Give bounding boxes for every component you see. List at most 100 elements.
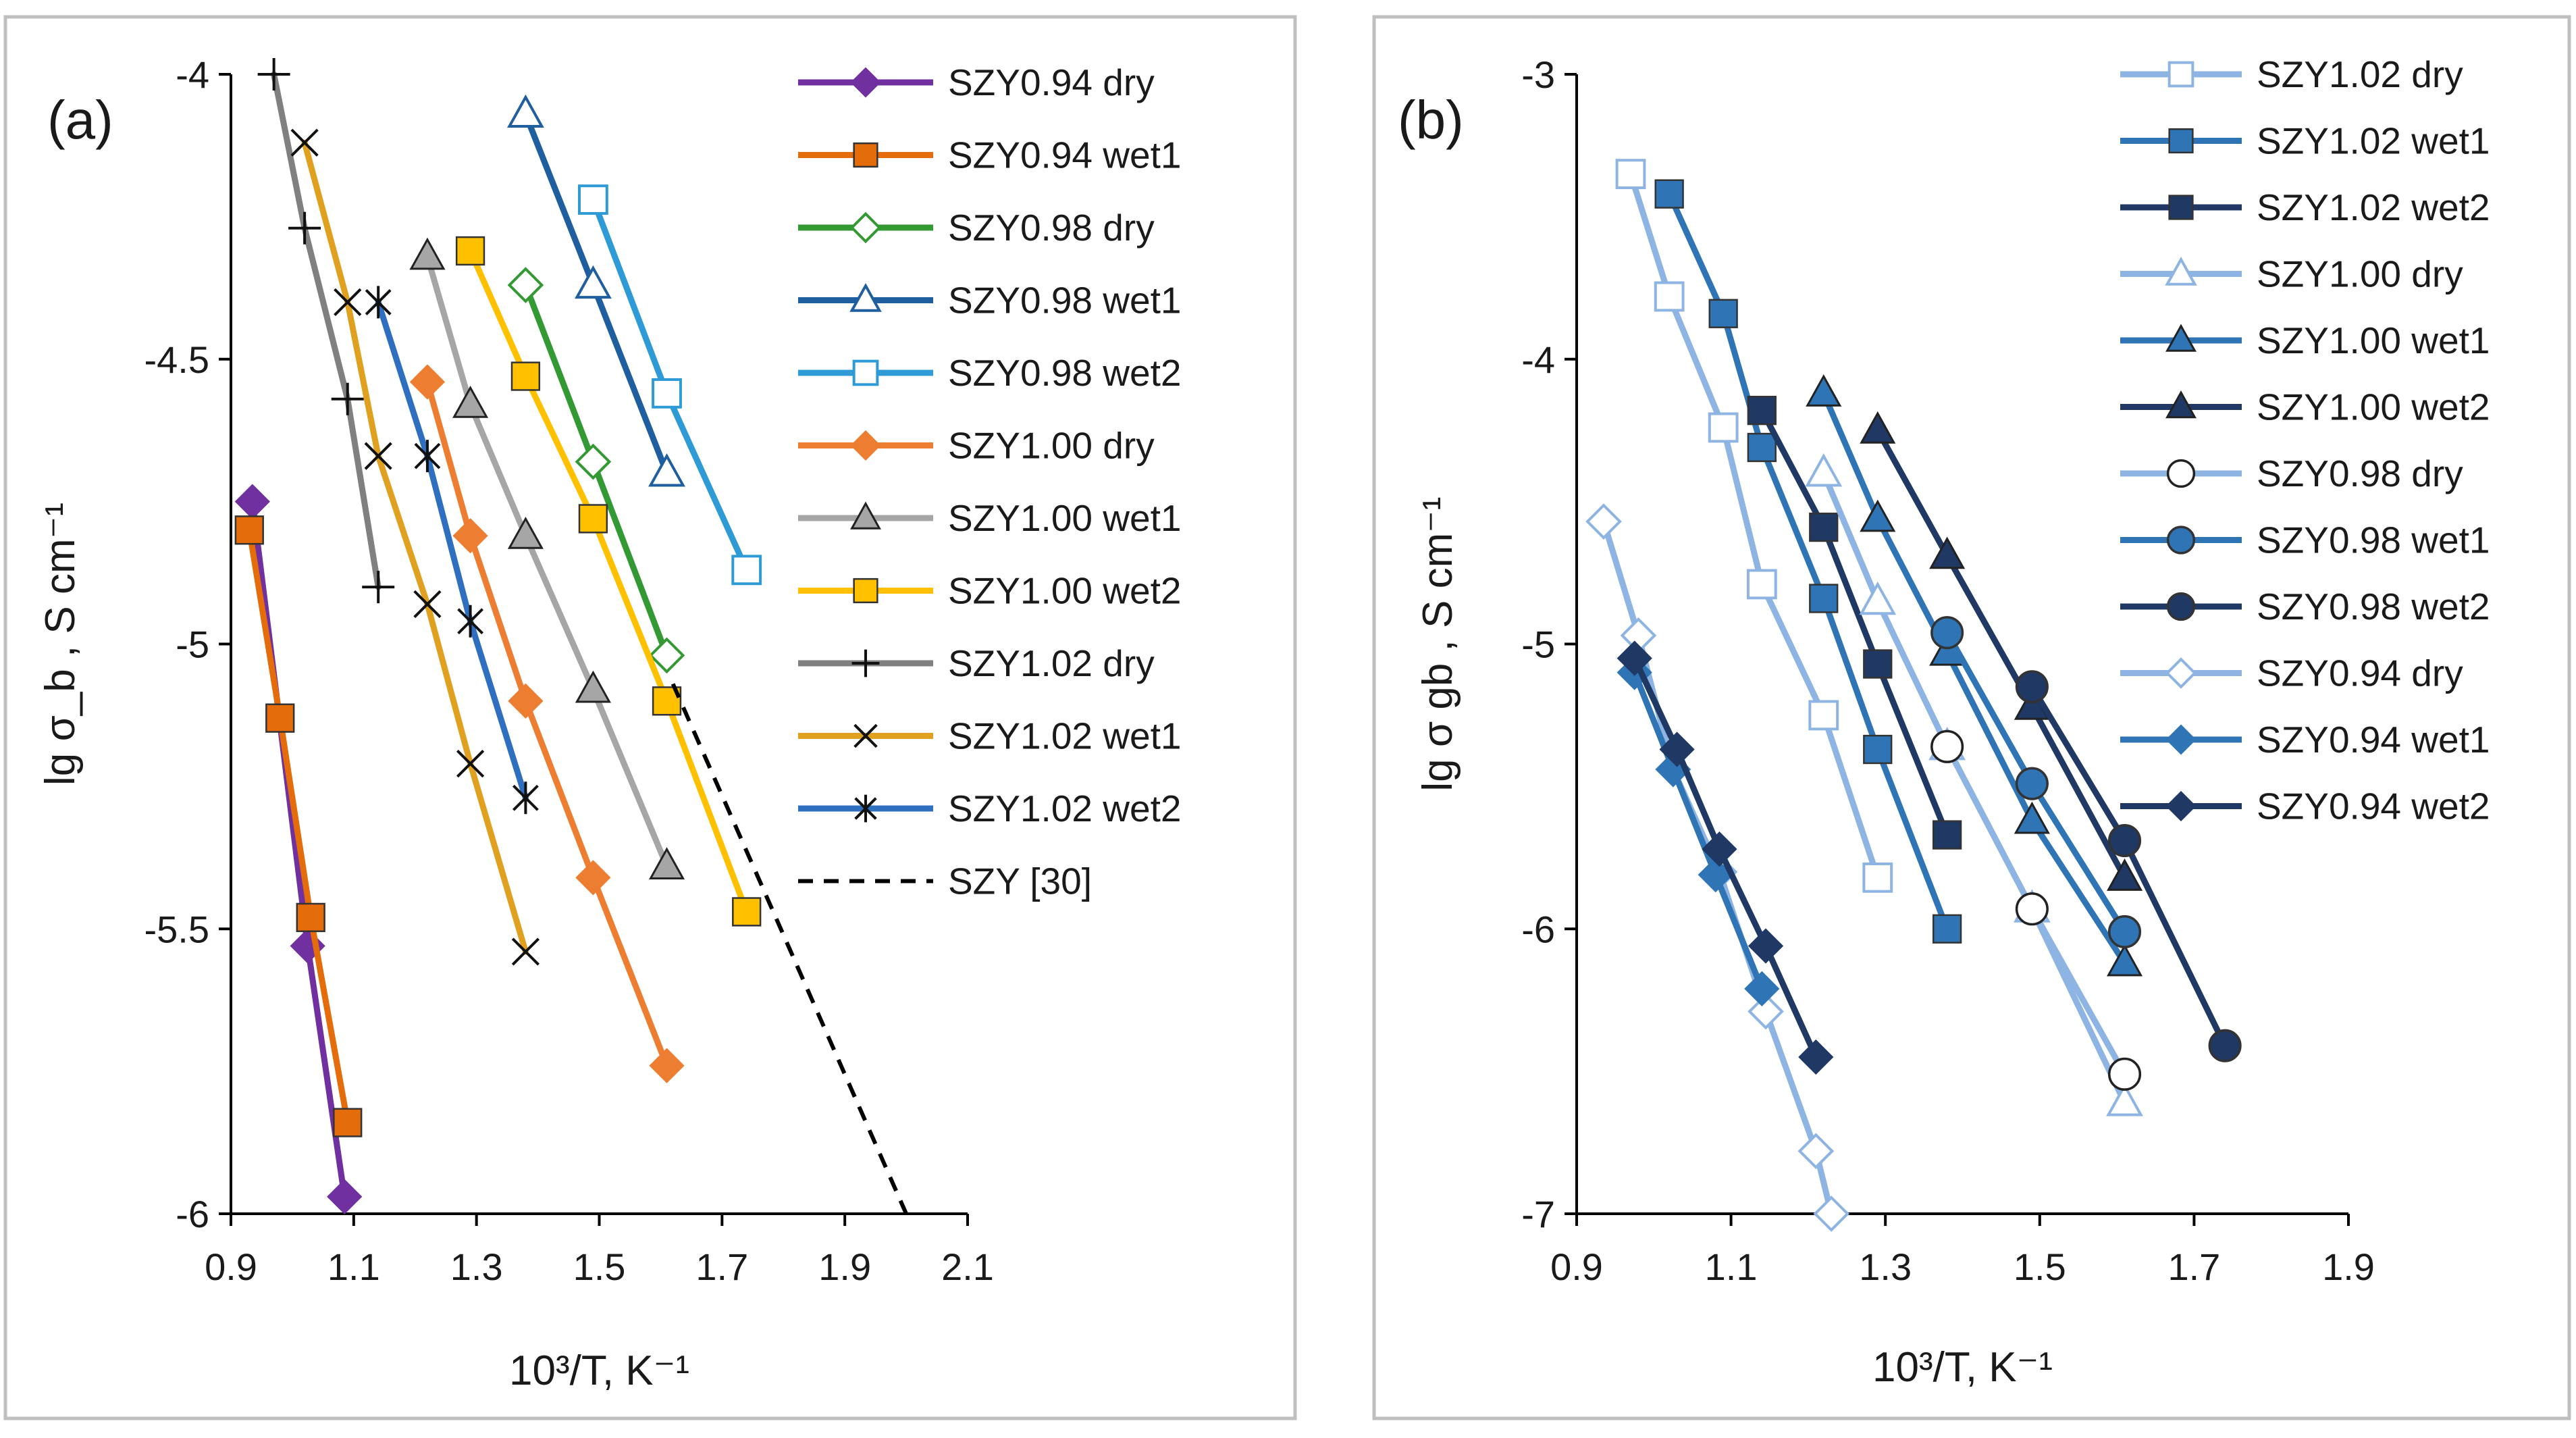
data-point xyxy=(1932,820,1962,850)
data-point xyxy=(507,94,544,128)
legend-item: SZY0.98 wet1 xyxy=(2120,519,2490,561)
series-szy0-98-dry xyxy=(1930,729,2142,1091)
data-point xyxy=(1659,731,1695,767)
data-point xyxy=(296,902,325,933)
data-point xyxy=(575,860,611,896)
data-point xyxy=(510,361,541,391)
legend-marker xyxy=(2165,256,2197,286)
data-point xyxy=(1806,374,1842,407)
series-szy1-00-dry xyxy=(409,364,685,1083)
legend-label: SZY0.94 dry xyxy=(2257,652,2463,694)
series-szy1-00-wet2 xyxy=(455,236,762,927)
series-line xyxy=(246,527,351,1126)
data-point xyxy=(648,453,685,487)
data-point xyxy=(2015,892,2049,926)
data-point xyxy=(456,750,485,778)
series-line xyxy=(1666,190,1951,932)
data-point xyxy=(575,443,612,480)
legend-label: SZY1.00 dry xyxy=(2257,253,2463,295)
data-point xyxy=(327,1179,363,1214)
legend-label: SZY0.94 wet2 xyxy=(2257,786,2490,827)
y-tick-label: -6 xyxy=(176,1193,209,1235)
data-point xyxy=(1616,640,1652,676)
data-point xyxy=(2208,1029,2242,1062)
series-szy-30- xyxy=(671,683,908,1215)
y-tick-label: -5 xyxy=(1521,623,1555,666)
data-point xyxy=(1747,993,1784,1030)
legend-item: SZY0.94 wet2 xyxy=(2120,786,2490,827)
y-tick-label: -3 xyxy=(1521,53,1555,96)
chart-a: -4 -4.5 -5 -5.5 -6 0.9 1.1 1.3 1.5 1.7 1.9 2.1 10³/T… xyxy=(37,53,1181,1394)
y-tick-label: -4 xyxy=(176,53,209,96)
data-point xyxy=(414,440,441,473)
data-point xyxy=(409,237,446,270)
legend-item: SZY0.98 wet2 xyxy=(798,352,1181,394)
data-point xyxy=(234,515,264,545)
data-point xyxy=(507,516,544,549)
legend-item: SZY1.00 dry xyxy=(2120,253,2463,295)
legend-item: SZY0.98 wet1 xyxy=(798,280,1181,322)
data-point xyxy=(1615,159,1646,190)
data-point xyxy=(508,683,544,719)
data-point xyxy=(732,897,762,927)
legend-item: SZY1.02 wet2 xyxy=(798,788,1181,829)
x-tick-label: 1.7 xyxy=(2167,1246,2220,1288)
legend-marker xyxy=(850,430,881,461)
data-point xyxy=(1708,299,1738,328)
legend-label: SZY1.02 wet2 xyxy=(2257,186,2490,228)
legend-marker xyxy=(849,211,882,244)
data-point xyxy=(512,781,539,815)
legend-label: SZY0.98 dry xyxy=(948,207,1155,249)
data-point xyxy=(362,571,395,604)
data-point xyxy=(2106,944,2143,977)
legend-label: SZY0.94 wet1 xyxy=(2257,719,2490,761)
legend-item: SZY1.00 dry xyxy=(798,425,1155,467)
data-point xyxy=(1654,179,1684,209)
legend-label: SZY0.98 wet1 xyxy=(2257,519,2490,561)
data-point xyxy=(575,265,612,299)
x-tick-label: 1.9 xyxy=(2322,1246,2375,1288)
data-point xyxy=(1930,729,1964,763)
data-point xyxy=(1702,831,1737,867)
data-point xyxy=(1863,734,1893,765)
data-point xyxy=(334,288,362,317)
legend-label: SZY0.98 wet2 xyxy=(2257,586,2490,627)
series-line xyxy=(1758,407,1951,838)
x-tick-label: 1.9 xyxy=(818,1246,871,1288)
legend-label: SZY1.02 dry xyxy=(2257,53,2463,95)
data-point xyxy=(1654,281,1685,312)
legend-item: SZY1.02 wet1 xyxy=(2120,120,2490,162)
legend-marker xyxy=(2165,324,2197,352)
series-szy0-94-wet2 xyxy=(1616,640,1834,1075)
panel-label: (b) xyxy=(1398,90,1464,150)
legend-label: SZY1.02 wet1 xyxy=(948,715,1181,757)
x-tick-label: 0.9 xyxy=(1550,1246,1603,1288)
legend-marker xyxy=(853,723,878,748)
legend-label: SZY0.98 wet2 xyxy=(948,352,1181,394)
series-line xyxy=(301,139,529,955)
series-szy1-00-wet1 xyxy=(409,237,685,879)
data-point xyxy=(507,267,544,303)
series-line xyxy=(375,299,529,801)
series-line xyxy=(1631,669,1765,992)
legend-label: SZY1.02 wet1 xyxy=(2257,120,2490,162)
data-point xyxy=(1860,499,1896,532)
legend-item: SZY0.94 dry xyxy=(798,61,1155,103)
series-szy0-98-dry xyxy=(507,267,685,674)
data-point xyxy=(1808,700,1839,731)
data-point xyxy=(288,211,321,245)
legend-marker xyxy=(2167,61,2194,88)
legend-item: SZY [30] xyxy=(798,861,1092,902)
series-szy1-02-wet2 xyxy=(1747,396,1962,850)
legend-marker xyxy=(2166,525,2196,555)
legend-marker xyxy=(2168,128,2194,154)
data-point xyxy=(290,128,319,157)
data-point xyxy=(1809,584,1839,613)
data-point xyxy=(452,518,488,554)
data-point xyxy=(1744,971,1780,1006)
legend-marker xyxy=(853,142,878,168)
x-axis-title: 10³/T, K⁻¹ xyxy=(509,1347,689,1394)
series-szy0-98-wet2 xyxy=(2015,670,2242,1062)
legend-item: SZY0.98 wet2 xyxy=(2120,586,2490,627)
data-point xyxy=(1747,432,1777,463)
